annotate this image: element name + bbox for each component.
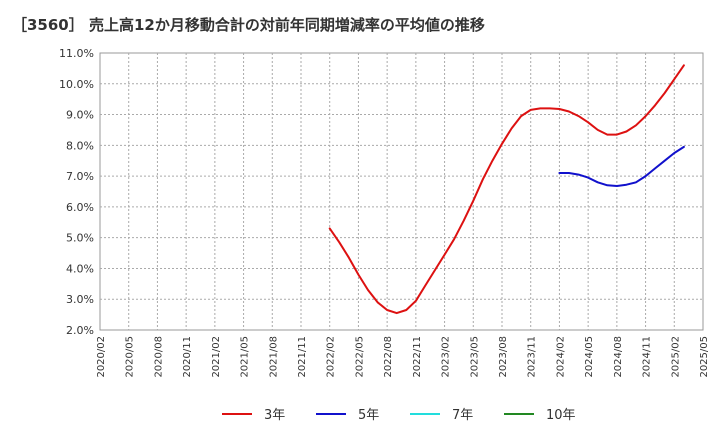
x-tick-label: 2022/08 [383, 336, 394, 378]
x-tick-label: 2025/02 [670, 336, 681, 378]
legend-label: 3年 [264, 408, 285, 423]
x-tick-label: 2022/02 [326, 336, 337, 378]
legend-label: 7年 [452, 408, 473, 423]
series-lines [328, 64, 685, 315]
series-line-5年 [558, 145, 685, 187]
x-tick-label: 2020/11 [182, 336, 193, 378]
y-tick-label: 2.0% [66, 324, 94, 337]
plot-area [99, 52, 704, 331]
chart-title: ［3560］ 売上高12か月移動合計の対前年同期増減率の平均値の推移 [12, 16, 485, 34]
series-line-3年 [328, 64, 685, 315]
x-tick-label: 2023/05 [469, 336, 480, 378]
x-tick-label: 2023/02 [441, 336, 452, 378]
x-tick-label: 2020/05 [125, 336, 136, 378]
x-tick-label: 2022/05 [354, 336, 365, 378]
y-tick-label: 5.0% [66, 232, 94, 245]
x-tick-label: 2024/05 [584, 336, 595, 378]
x-tick-label: 2020/08 [153, 336, 164, 378]
y-tick-label: 4.0% [66, 262, 94, 275]
x-tick-label: 2023/11 [527, 336, 538, 378]
x-tick-label: 2025/05 [699, 336, 710, 378]
legend-label: 5年 [358, 408, 379, 423]
x-tick-label: 2021/02 [211, 336, 222, 378]
x-tick-label: 2022/11 [412, 336, 423, 378]
x-tick-label: 2021/05 [240, 336, 251, 378]
y-tick-label: 8.0% [66, 139, 94, 152]
x-tick-label: 2023/08 [498, 336, 509, 378]
y-tick-label: 9.0% [66, 109, 94, 122]
y-tick-label: 7.0% [66, 170, 94, 183]
y-tick-label: 3.0% [66, 293, 94, 306]
x-tick-label: 2024/08 [613, 336, 624, 378]
y-tick-label: 6.0% [66, 201, 94, 214]
x-tick-label: 2024/11 [642, 336, 653, 378]
legend-label: 10年 [546, 408, 576, 423]
y-axis-ticks: 2.0% 3.0% 4.0% 5.0% 6.0% 7.0% 8.0% 9.0% 10.0% 11.… [59, 47, 94, 337]
y-tick-label: 10.0% [59, 78, 94, 91]
y-tick-label: 11.0% [59, 47, 94, 60]
legend: 3年 5年 7年 10年 [222, 408, 576, 423]
x-tick-label: 2021/11 [297, 336, 308, 378]
x-tick-label: 2020/02 [96, 336, 107, 378]
x-tick-label: 2021/08 [268, 336, 279, 378]
x-tick-label: 2024/02 [555, 336, 566, 378]
grid [100, 53, 703, 330]
x-axis-ticks: 2020/02 2020/05 2020/08 2020/11 2021/02 2021/… [96, 336, 710, 378]
